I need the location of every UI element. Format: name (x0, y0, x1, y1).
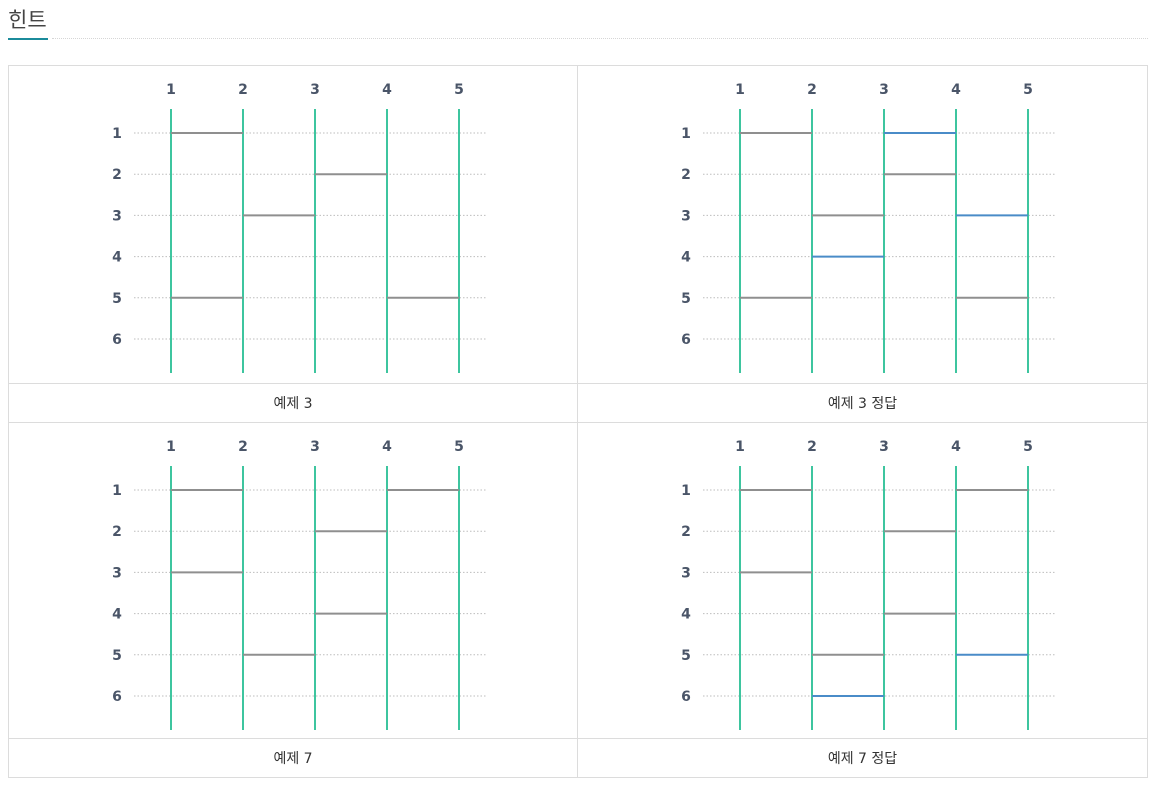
row-label: 2 (681, 167, 691, 183)
row-label: 6 (681, 689, 691, 705)
row-label: 1 (681, 483, 691, 499)
column-label: 5 (1023, 82, 1033, 98)
row-label: 4 (681, 607, 691, 623)
hint-title: 힌트 (8, 8, 47, 32)
column-label: 2 (807, 439, 817, 455)
row-label: 5 (112, 291, 122, 307)
row-label: 3 (681, 565, 691, 581)
row-label: 4 (112, 250, 122, 266)
diagram-cell-example-3: 1 2 3 4 5 1 2 3 4 5 6 예제 3 (9, 66, 578, 422)
hint-title-underline (8, 38, 48, 40)
row-label: 1 (112, 483, 122, 499)
column-label: 2 (238, 82, 248, 98)
column-label: 1 (166, 82, 176, 98)
row-label: 1 (681, 126, 691, 142)
column-label: 3 (310, 82, 320, 98)
row-label: 2 (112, 524, 122, 540)
column-label: 4 (382, 82, 392, 98)
diagram-cell-example-7: 1 2 3 4 5 1 2 3 4 5 6 예제 7 (9, 422, 578, 777)
ladder-diagram-example-7-answer: 1 2 3 4 5 1 2 3 4 5 6 (681, 439, 1056, 730)
column-label: 1 (735, 439, 745, 455)
row-label: 4 (681, 250, 691, 266)
column-label: 5 (1023, 439, 1033, 455)
column-label: 4 (951, 82, 961, 98)
row-label: 1 (112, 126, 122, 142)
row-label: 5 (681, 291, 691, 307)
diagram-caption: 예제 3 정답 (578, 383, 1147, 422)
column-label: 3 (879, 439, 889, 455)
column-label: 5 (454, 82, 464, 98)
row-label: 6 (112, 689, 122, 705)
row-label: 6 (112, 332, 122, 348)
row-label: 5 (112, 648, 122, 664)
row-label: 4 (112, 607, 122, 623)
column-label: 2 (807, 82, 817, 98)
column-label: 5 (454, 439, 464, 455)
row-label: 3 (681, 208, 691, 224)
column-label: 3 (310, 439, 320, 455)
row-label: 3 (112, 208, 122, 224)
ladder-diagram-example-3-answer: 1 2 3 4 5 1 2 3 4 5 6 (681, 82, 1056, 373)
row-label: 5 (681, 648, 691, 664)
diagram-cell-example-3-answer: 1 2 3 4 5 1 2 3 4 5 6 예제 3 정답 (578, 66, 1147, 422)
hint-divider (52, 38, 1148, 39)
column-label: 4 (951, 439, 961, 455)
column-label: 2 (238, 439, 248, 455)
column-label: 3 (879, 82, 889, 98)
row-label: 6 (681, 332, 691, 348)
column-label: 1 (735, 82, 745, 98)
hint-header: 힌트 (8, 0, 1148, 44)
column-label: 1 (166, 439, 176, 455)
row-label: 2 (112, 167, 122, 183)
ladder-diagram-example-3: 1 2 3 4 5 1 2 3 4 5 6 (112, 82, 487, 373)
column-label: 4 (382, 439, 392, 455)
row-label: 2 (681, 524, 691, 540)
diagram-caption: 예제 7 (9, 738, 577, 777)
diagram-cell-example-7-answer: 1 2 3 4 5 1 2 3 4 5 6 예제 7 정답 (578, 422, 1147, 777)
diagram-grid: 1 2 3 4 5 1 2 3 4 5 6 예제 3 1 2 3 4 5 1 2 3 4 5 6 예제 3 정답 1 2 3… (8, 65, 1148, 778)
diagram-caption: 예제 3 (9, 383, 577, 422)
row-label: 3 (112, 565, 122, 581)
ladder-diagram-example-7: 1 2 3 4 5 1 2 3 4 5 6 (112, 439, 487, 730)
diagram-caption: 예제 7 정답 (578, 738, 1147, 777)
